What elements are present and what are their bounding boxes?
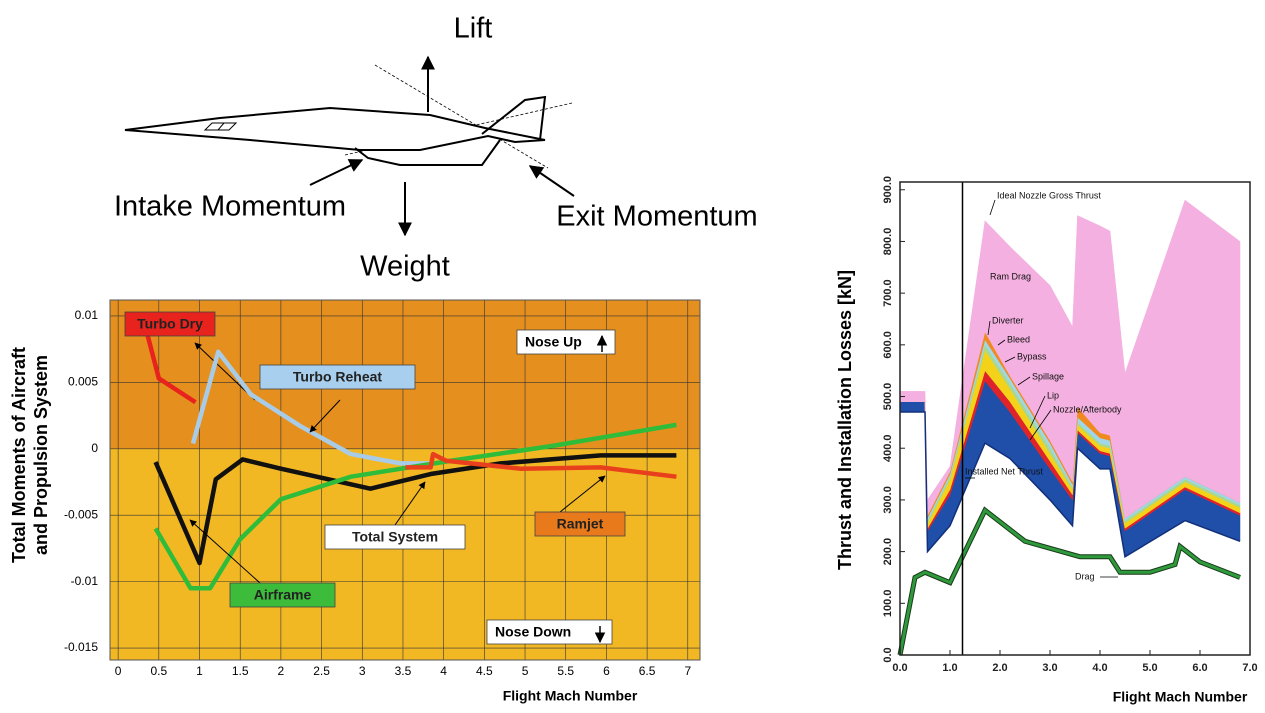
y-tick-label: 400.0 [882, 434, 894, 462]
y-tick-label: 500.0 [882, 383, 894, 411]
y-tick-label: 800.0 [882, 228, 894, 256]
x-tick-label: 7 [684, 664, 691, 678]
x-tick-label: 1 [196, 664, 203, 678]
legend-box [229, 582, 336, 608]
x-tick-label: 3.0 [1042, 662, 1057, 674]
plot-frame [109, 299, 701, 661]
annotation: Nose Up [525, 334, 582, 350]
series-label: Nozzle/Afterbody [1053, 404, 1122, 414]
series-label: Diverter [992, 315, 1024, 325]
x-tick-label: 7.0 [1242, 662, 1257, 674]
y-tick-label: -0.015 [64, 640, 98, 654]
y-axis-title: Thrust and Installation Losses [kN] [835, 270, 855, 570]
legend-label: Ramjet [557, 516, 604, 532]
y-tick-label: 700.0 [882, 279, 894, 307]
x-tick-label: 1.5 [232, 664, 249, 678]
x-tick-label: 0 [115, 664, 122, 678]
x-tick-label: 3.5 [395, 664, 412, 678]
x-tick-label: 6 [603, 664, 610, 678]
x-tick-label: 1.0 [942, 662, 957, 674]
x-tick-label: 0.5 [150, 664, 167, 678]
thrust-chart: Drag 0.0 1.0 2.0 3.0 4.0 5.0 6.0 7.0 0.0 100.0 200.… [835, 176, 1258, 705]
series-line [140, 315, 197, 405]
leader-line [309, 399, 341, 433]
leader-line [189, 519, 261, 584]
legend-label: Turbo Dry [137, 316, 203, 332]
y-tick-label: 100.0 [882, 590, 894, 618]
x-tick-label: 5 [522, 664, 529, 678]
net-thrust-line [900, 411, 1241, 558]
x-axis-title: Flight Mach Number [1113, 689, 1248, 705]
legend-label: Turbo Reheat [293, 369, 383, 385]
annotation-box [486, 619, 613, 645]
series-label: Drag [1075, 571, 1095, 581]
y-tick-label: 300.0 [882, 486, 894, 514]
x-tick-label: 3 [359, 664, 366, 678]
series-label: Bleed [1007, 334, 1030, 344]
leader-line [987, 320, 991, 336]
leader-line [1029, 409, 1052, 441]
x-axis-title: Flight Mach Number [503, 688, 638, 704]
moments-chart: 0 0.5 1 1.5 2 2.5 3 3.5 4 4.5 5 5.5 6 6.5 7 0.01 0.005 0 -… [9, 299, 701, 704]
x-tick-label: 4.5 [476, 664, 493, 678]
y-tick-label: 200.0 [882, 538, 894, 566]
leader-line [194, 342, 256, 401]
series-label: Bypass [1017, 351, 1047, 361]
series-line [153, 422, 677, 591]
aircraft-diagram: Lift Intake Momentum Exit Momentum Weigh… [114, 13, 758, 283]
top-label: Ideal Nozzle Gross Thrust [997, 190, 1101, 200]
drag-line [898, 507, 1241, 656]
y-tick-label: 0.01 [75, 308, 99, 322]
leader-line [559, 475, 606, 513]
leader-line [989, 199, 996, 216]
series-line [190, 349, 431, 466]
x-tick-label: 2.0 [992, 662, 1007, 674]
legend-label: Total System [352, 529, 438, 545]
y-axis-title: and Propulsion System [31, 355, 51, 555]
x-tick-label: 4.0 [1092, 662, 1107, 674]
legend-box [259, 364, 416, 390]
x-tick-label: 5.5 [557, 664, 574, 678]
series-line [405, 451, 677, 479]
plot-frame [899, 181, 1251, 656]
leader-line [1004, 356, 1016, 363]
diagram-label: Intake Momentum [114, 191, 346, 223]
leader-line [1029, 395, 1046, 429]
x-tick-label: 2.5 [313, 664, 330, 678]
y-tick-label: 900.0 [882, 176, 894, 204]
x-tick-label: 5.0 [1142, 662, 1157, 674]
legend-label: Airframe [254, 587, 312, 603]
y-tick-label: 600.0 [882, 331, 894, 359]
x-tick-label: 4 [440, 664, 447, 678]
legend-box [534, 511, 626, 537]
diagram-label: Lift [454, 13, 493, 45]
x-tick-label: 6.5 [639, 664, 656, 678]
x-tick-label: 2 [278, 664, 285, 678]
stack-band [899, 199, 1241, 519]
x-tick-label: 6.0 [1192, 662, 1207, 674]
series-line [153, 453, 677, 566]
leader-line [1017, 376, 1031, 386]
legend-box [324, 524, 466, 550]
y-tick-label: 0.005 [68, 375, 98, 389]
y-tick-label: -0.005 [64, 507, 98, 521]
series-label: Lip [1047, 390, 1059, 400]
diagram-label: Exit Momentum [556, 201, 757, 233]
series-label: Spillage [1032, 371, 1064, 381]
annotation: Nose Down [495, 624, 571, 640]
y-tick-label: -0.01 [71, 574, 99, 588]
series-label: Installed Net Thrust [965, 466, 1043, 476]
x-tick-label: 0.0 [892, 662, 907, 674]
legend-box [124, 311, 216, 337]
y-tick-label: 0.0 [882, 647, 894, 662]
y-tick-label: 0 [91, 441, 98, 455]
leader-line [997, 339, 1006, 346]
leader-line [394, 481, 426, 526]
y-axis-title: Total Moments of Aircraft [9, 347, 29, 563]
diagram-label: Weight [360, 251, 450, 283]
series-label: Ram Drag [990, 271, 1031, 281]
